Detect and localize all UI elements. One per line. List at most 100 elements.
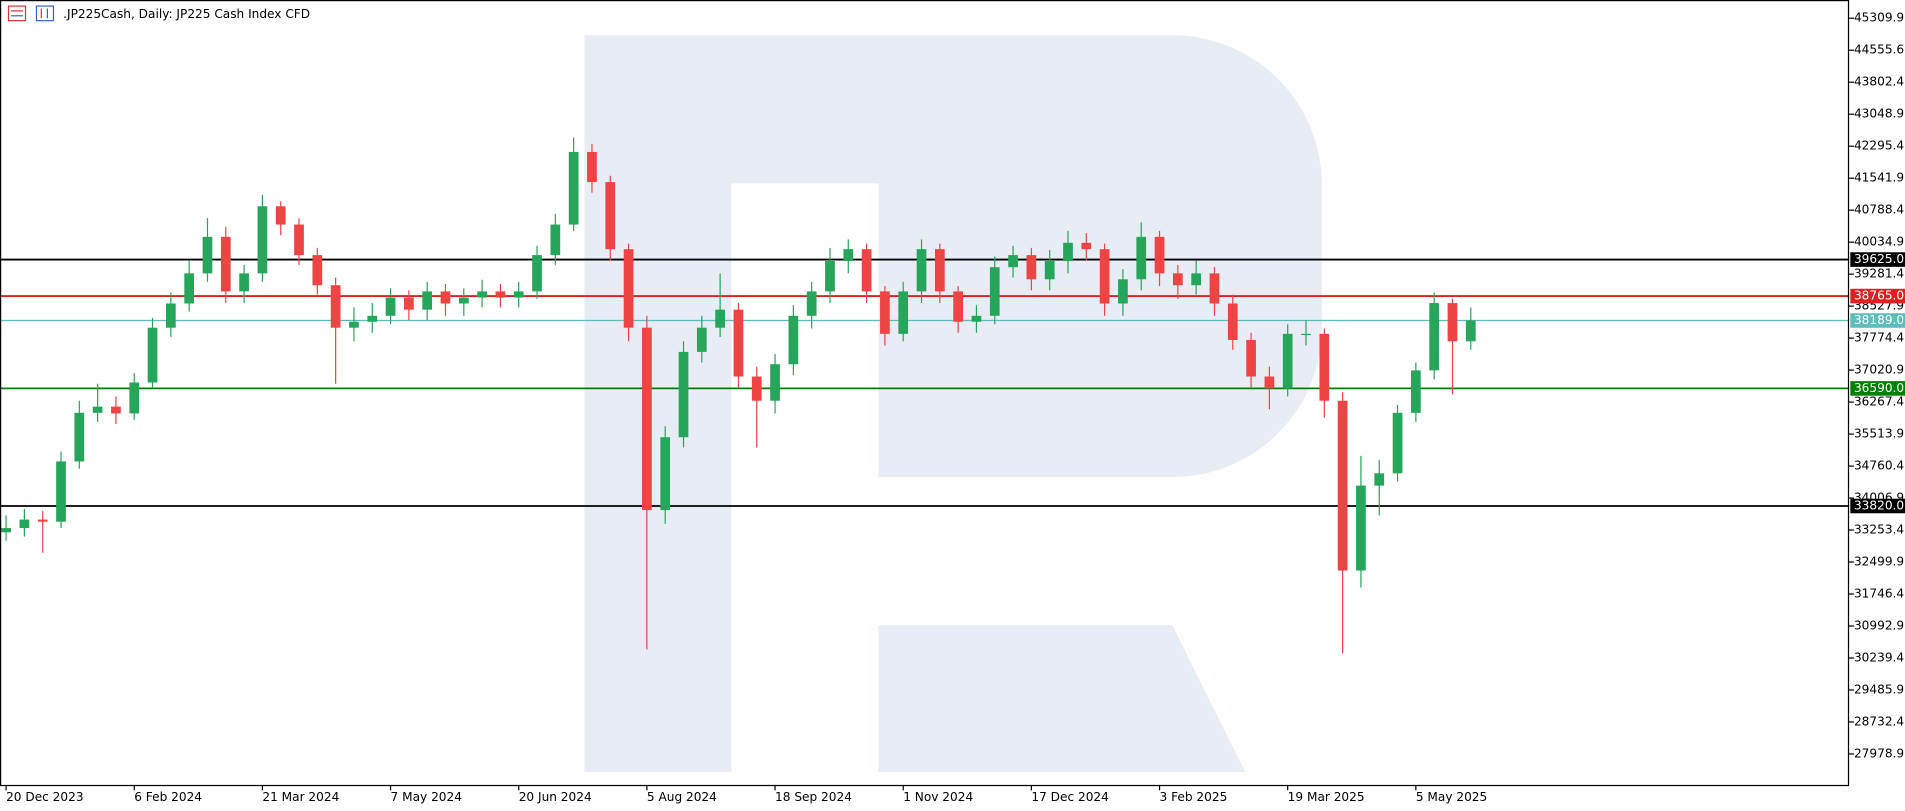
candle-body <box>1246 340 1256 377</box>
candle-body <box>678 351 689 438</box>
candle-body <box>660 437 671 511</box>
candle-body <box>312 255 323 286</box>
candle-body <box>1392 412 1403 474</box>
candle-body <box>74 412 85 462</box>
candle-body <box>550 224 561 256</box>
candle-body <box>916 249 927 292</box>
level-label: 36590.0 <box>1854 381 1904 395</box>
candle-body <box>37 519 48 522</box>
candle-body <box>971 315 982 322</box>
candle-body <box>1191 273 1202 286</box>
candle-body <box>385 297 396 316</box>
candle-body <box>898 291 909 334</box>
candle-body <box>19 519 30 529</box>
x-tick-label: 19 Mar 2025 <box>1288 790 1365 804</box>
x-tick-label: 5 May 2025 <box>1416 790 1487 804</box>
y-tick-label: 30239.4 <box>1854 651 1904 665</box>
candle-body <box>751 376 762 401</box>
level-label-bg <box>1850 498 1905 514</box>
candle-body <box>275 206 286 225</box>
x-tick-label: 7 May 2024 <box>391 790 463 804</box>
x-tick-label: 21 Mar 2024 <box>262 790 339 804</box>
x-tick-label: 20 Dec 2023 <box>6 790 83 804</box>
level-label-bg <box>1850 381 1905 396</box>
candle-body <box>1063 242 1073 262</box>
candle-body <box>367 315 378 322</box>
plot-border <box>0 0 1850 787</box>
x-tick-label: 3 Feb 2025 <box>1160 790 1228 804</box>
candle-body <box>770 364 780 401</box>
candle-body <box>1081 242 1092 250</box>
candle-body <box>220 236 231 292</box>
candle-body <box>605 182 616 250</box>
candle-body <box>843 249 854 262</box>
candle-body <box>568 151 579 225</box>
candle-body <box>1 528 11 533</box>
candle-body <box>257 206 268 274</box>
y-tick-label: 31746.4 <box>1854 587 1904 601</box>
candle-body <box>165 303 176 328</box>
candle-body <box>147 327 158 383</box>
candle-body <box>184 273 195 304</box>
x-tick-label: 17 Dec 2024 <box>1031 790 1109 804</box>
y-tick-label: 44555.6 <box>1854 43 1904 57</box>
candle-body <box>696 327 707 352</box>
candle-body <box>1172 273 1183 286</box>
level-label: 39625.0 <box>1854 252 1904 266</box>
candle-body <box>56 461 66 522</box>
y-tick-label: 29485.9 <box>1854 682 1904 696</box>
candle-body <box>1356 485 1366 571</box>
candle-body <box>239 273 249 292</box>
y-tick-label: 34760.4 <box>1854 459 1904 473</box>
candle-body <box>1154 236 1165 274</box>
x-tick-label: 1 Nov 2024 <box>903 790 973 804</box>
y-tick-label: 37774.4 <box>1854 331 1904 345</box>
level-label-bg <box>1850 313 1905 328</box>
candle-body <box>733 309 744 377</box>
level-label-bg <box>1850 252 1905 267</box>
level-label: 33820.0 <box>1854 498 1904 512</box>
y-tick-label: 35513.9 <box>1854 427 1904 441</box>
candle-body <box>587 151 597 183</box>
y-tick-label: 27978.9 <box>1854 746 1904 760</box>
candle-body <box>1465 320 1476 342</box>
candle-body <box>129 382 140 414</box>
candle-body <box>806 291 817 316</box>
level-label: 38765.0 <box>1854 289 1904 303</box>
icon-menu[interactable] <box>7 5 27 22</box>
x-tick-label: 20 Jun 2024 <box>519 790 592 804</box>
candle-body <box>1319 333 1330 401</box>
candle-body <box>953 291 963 322</box>
candle-body <box>1099 249 1110 304</box>
x-tick-label: 18 Sep 2024 <box>775 790 852 804</box>
candle-body <box>1282 333 1293 389</box>
candle-body <box>349 321 359 328</box>
icon-chart[interactable] <box>35 5 55 22</box>
candle-body <box>111 406 121 414</box>
y-tick-label: 39281.4 <box>1854 267 1904 281</box>
candle-body <box>1118 279 1128 304</box>
candle-body <box>788 315 799 365</box>
watermark-leg <box>878 625 1246 773</box>
candle-body <box>1429 303 1440 371</box>
candle-body <box>1209 273 1220 304</box>
candle-body <box>440 291 451 304</box>
y-tick-label: 42295.4 <box>1854 139 1904 153</box>
candle-body <box>1026 255 1037 280</box>
candle-body <box>642 327 652 511</box>
candle-body <box>1136 236 1147 280</box>
candle-body <box>715 309 725 328</box>
candle-body <box>1264 376 1275 389</box>
candle-body <box>861 249 872 292</box>
watermark-bowl <box>584 35 1322 773</box>
level-label-bg <box>1850 288 1905 304</box>
y-tick-label: 33253.4 <box>1854 523 1904 537</box>
candle-body <box>1301 333 1311 336</box>
candle-body <box>1447 303 1458 342</box>
y-tick-label: 45309.9 <box>1854 11 1904 25</box>
candle-body <box>294 224 304 256</box>
candle-body <box>1008 255 1018 268</box>
x-tick-label: 5 Aug 2024 <box>647 790 717 804</box>
